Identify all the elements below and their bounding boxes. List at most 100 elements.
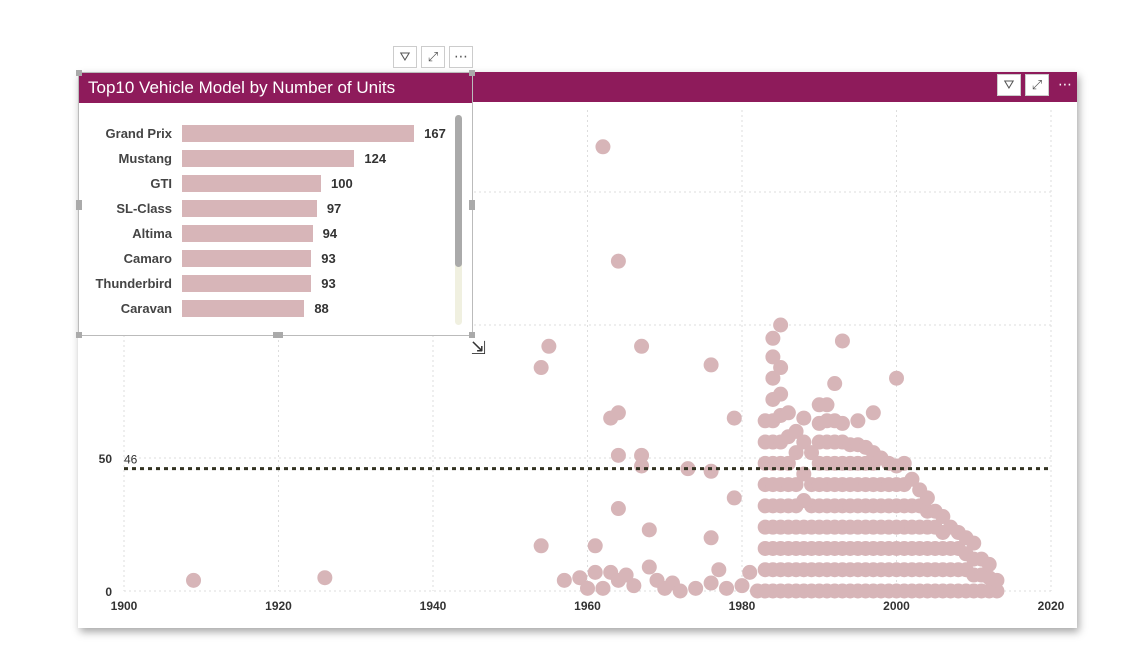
data-point[interactable] xyxy=(773,317,789,333)
bar[interactable] xyxy=(182,199,317,217)
data-point[interactable] xyxy=(788,477,804,493)
data-point[interactable] xyxy=(610,405,626,421)
data-point[interactable] xyxy=(989,583,1005,599)
data-point[interactable] xyxy=(989,572,1005,588)
data-point[interactable] xyxy=(780,405,796,421)
data-point[interactable] xyxy=(587,564,603,580)
data-point[interactable] xyxy=(765,349,781,365)
bar-label: Thunderbird xyxy=(95,275,172,291)
data-point[interactable] xyxy=(904,471,920,487)
bar[interactable] xyxy=(182,174,321,192)
data-point[interactable] xyxy=(804,445,820,461)
data-point[interactable] xyxy=(834,415,850,431)
data-point[interactable] xyxy=(533,538,549,554)
bar-row[interactable]: Thunderbird 93 xyxy=(79,273,336,293)
data-point[interactable] xyxy=(703,463,719,479)
data-point[interactable] xyxy=(796,434,812,450)
bar-visual[interactable]: Top10 Vehicle Model by Number of Units G… xyxy=(76,70,475,338)
bar-row[interactable]: Altima 94 xyxy=(79,223,337,243)
data-point[interactable] xyxy=(896,455,912,471)
data-point[interactable] xyxy=(610,501,626,517)
data-point[interactable] xyxy=(641,522,657,538)
data-point[interactable] xyxy=(850,413,866,429)
data-point[interactable] xyxy=(966,535,982,551)
data-point[interactable] xyxy=(773,360,789,376)
data-point[interactable] xyxy=(703,357,719,373)
data-point[interactable] xyxy=(703,530,719,546)
scrollbar[interactable] xyxy=(455,115,462,325)
data-point[interactable] xyxy=(711,562,727,578)
data-point[interactable] xyxy=(618,567,634,583)
data-point[interactable] xyxy=(827,376,843,392)
focus-mode-icon[interactable]: ⤢ xyxy=(1025,74,1049,96)
data-point[interactable] xyxy=(765,330,781,346)
filter-icon[interactable]: ⛛ xyxy=(997,74,1021,96)
data-point[interactable] xyxy=(981,556,997,572)
bar-row[interactable]: SL-Class 97 xyxy=(79,198,341,218)
data-point[interactable] xyxy=(672,583,688,599)
data-point[interactable] xyxy=(580,580,595,596)
data-point[interactable] xyxy=(556,572,572,588)
data-point[interactable] xyxy=(773,386,789,402)
data-point[interactable] xyxy=(719,580,735,596)
data-point[interactable] xyxy=(834,333,850,349)
resize-handle[interactable] xyxy=(76,200,82,210)
bar[interactable] xyxy=(182,149,355,167)
bar[interactable] xyxy=(182,299,305,317)
data-point[interactable] xyxy=(641,559,657,575)
data-point[interactable] xyxy=(734,578,750,594)
scrollbar-thumb[interactable] xyxy=(455,115,462,267)
data-point[interactable] xyxy=(819,397,835,413)
data-point[interactable] xyxy=(186,572,202,588)
more-options-icon[interactable]: ⋯ xyxy=(1058,77,1072,93)
resize-handle[interactable] xyxy=(469,332,475,338)
data-point[interactable] xyxy=(889,370,904,386)
data-point[interactable] xyxy=(788,445,804,461)
data-point[interactable] xyxy=(634,338,650,354)
resize-handle[interactable] xyxy=(76,70,82,76)
data-point[interactable] xyxy=(742,564,758,580)
data-point[interactable] xyxy=(726,490,742,506)
data-point[interactable] xyxy=(626,578,642,594)
data-point[interactable] xyxy=(796,410,812,426)
bar-label: Mustang xyxy=(118,150,172,166)
data-point[interactable] xyxy=(587,538,603,554)
data-point[interactable] xyxy=(765,370,781,386)
bar-row[interactable]: GTI 100 xyxy=(79,173,353,193)
more-options-icon[interactable]: ⋯ xyxy=(449,46,473,68)
bar-row[interactable]: Caravan 88 xyxy=(79,298,329,318)
bar-row[interactable]: Camaro 93 xyxy=(79,248,336,268)
data-point[interactable] xyxy=(595,580,611,596)
bar[interactable] xyxy=(182,224,313,242)
data-point[interactable] xyxy=(919,490,935,506)
data-point[interactable] xyxy=(688,580,704,596)
data-point[interactable] xyxy=(572,570,588,586)
data-point[interactable] xyxy=(634,458,650,474)
data-point[interactable] xyxy=(780,455,796,471)
resize-handle[interactable] xyxy=(76,332,82,338)
focus-mode-icon[interactable]: ⤢ xyxy=(421,46,445,68)
bar-row[interactable]: Mustang 124 xyxy=(79,148,386,168)
data-point[interactable] xyxy=(726,410,742,426)
data-point[interactable] xyxy=(788,423,804,439)
data-point[interactable] xyxy=(533,360,549,376)
data-point[interactable] xyxy=(317,570,333,586)
resize-handle[interactable] xyxy=(469,200,475,210)
data-point[interactable] xyxy=(610,447,626,463)
resize-handle[interactable] xyxy=(469,70,475,76)
filter-icon[interactable]: ⛛ xyxy=(393,46,417,68)
data-point[interactable] xyxy=(610,253,626,269)
data-point[interactable] xyxy=(634,447,650,463)
data-point[interactable] xyxy=(595,139,611,155)
bar[interactable] xyxy=(182,249,312,267)
resize-handle[interactable] xyxy=(273,332,283,338)
bar-row[interactable]: Grand Prix 167 xyxy=(79,123,446,143)
data-point[interactable] xyxy=(865,405,881,421)
bar[interactable] xyxy=(182,124,415,142)
data-point[interactable] xyxy=(703,575,719,591)
data-point[interactable] xyxy=(935,509,951,525)
bar[interactable] xyxy=(182,274,312,292)
data-point[interactable] xyxy=(541,338,557,354)
data-point[interactable] xyxy=(796,466,812,482)
